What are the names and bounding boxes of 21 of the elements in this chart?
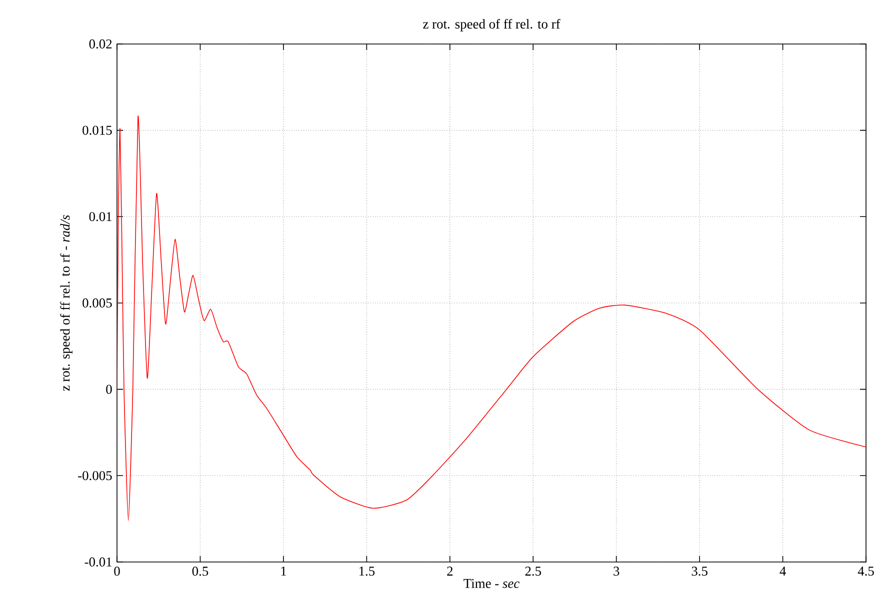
x-tick-label: 3.5 [692,566,708,576]
x-tick-label: 4 [780,566,786,576]
y-tick-label: 0.015 [82,126,112,135]
y-tick-label: 0.01 [89,212,112,222]
y-tick-label: -0.005 [78,471,112,480]
chart-title: z rot. speed of ff rel. to rf [423,18,560,32]
x-tick-label: 2.5 [525,566,542,576]
line-series [117,116,866,521]
x-tick-label: 3 [614,566,620,576]
y-tick-label: 0.005 [82,298,112,308]
y-tick-label: -0.01 [84,557,112,567]
y-axis-title: z rot. speed of ff rel. to rf - rad/s [60,215,72,391]
x-tick-label: 4.5 [858,566,874,576]
x-tick-label: 2 [447,566,453,576]
x-tick-label: 1.5 [359,566,375,576]
x-tick-label: 0.5 [192,566,208,576]
x-axis-title: Time - sec [464,578,520,588]
x-tick-label: 1 [281,566,286,576]
y-tick-label: 0.02 [89,39,112,49]
y-tick-label: 0 [106,384,112,394]
x-tick-label: 0 [114,566,120,576]
